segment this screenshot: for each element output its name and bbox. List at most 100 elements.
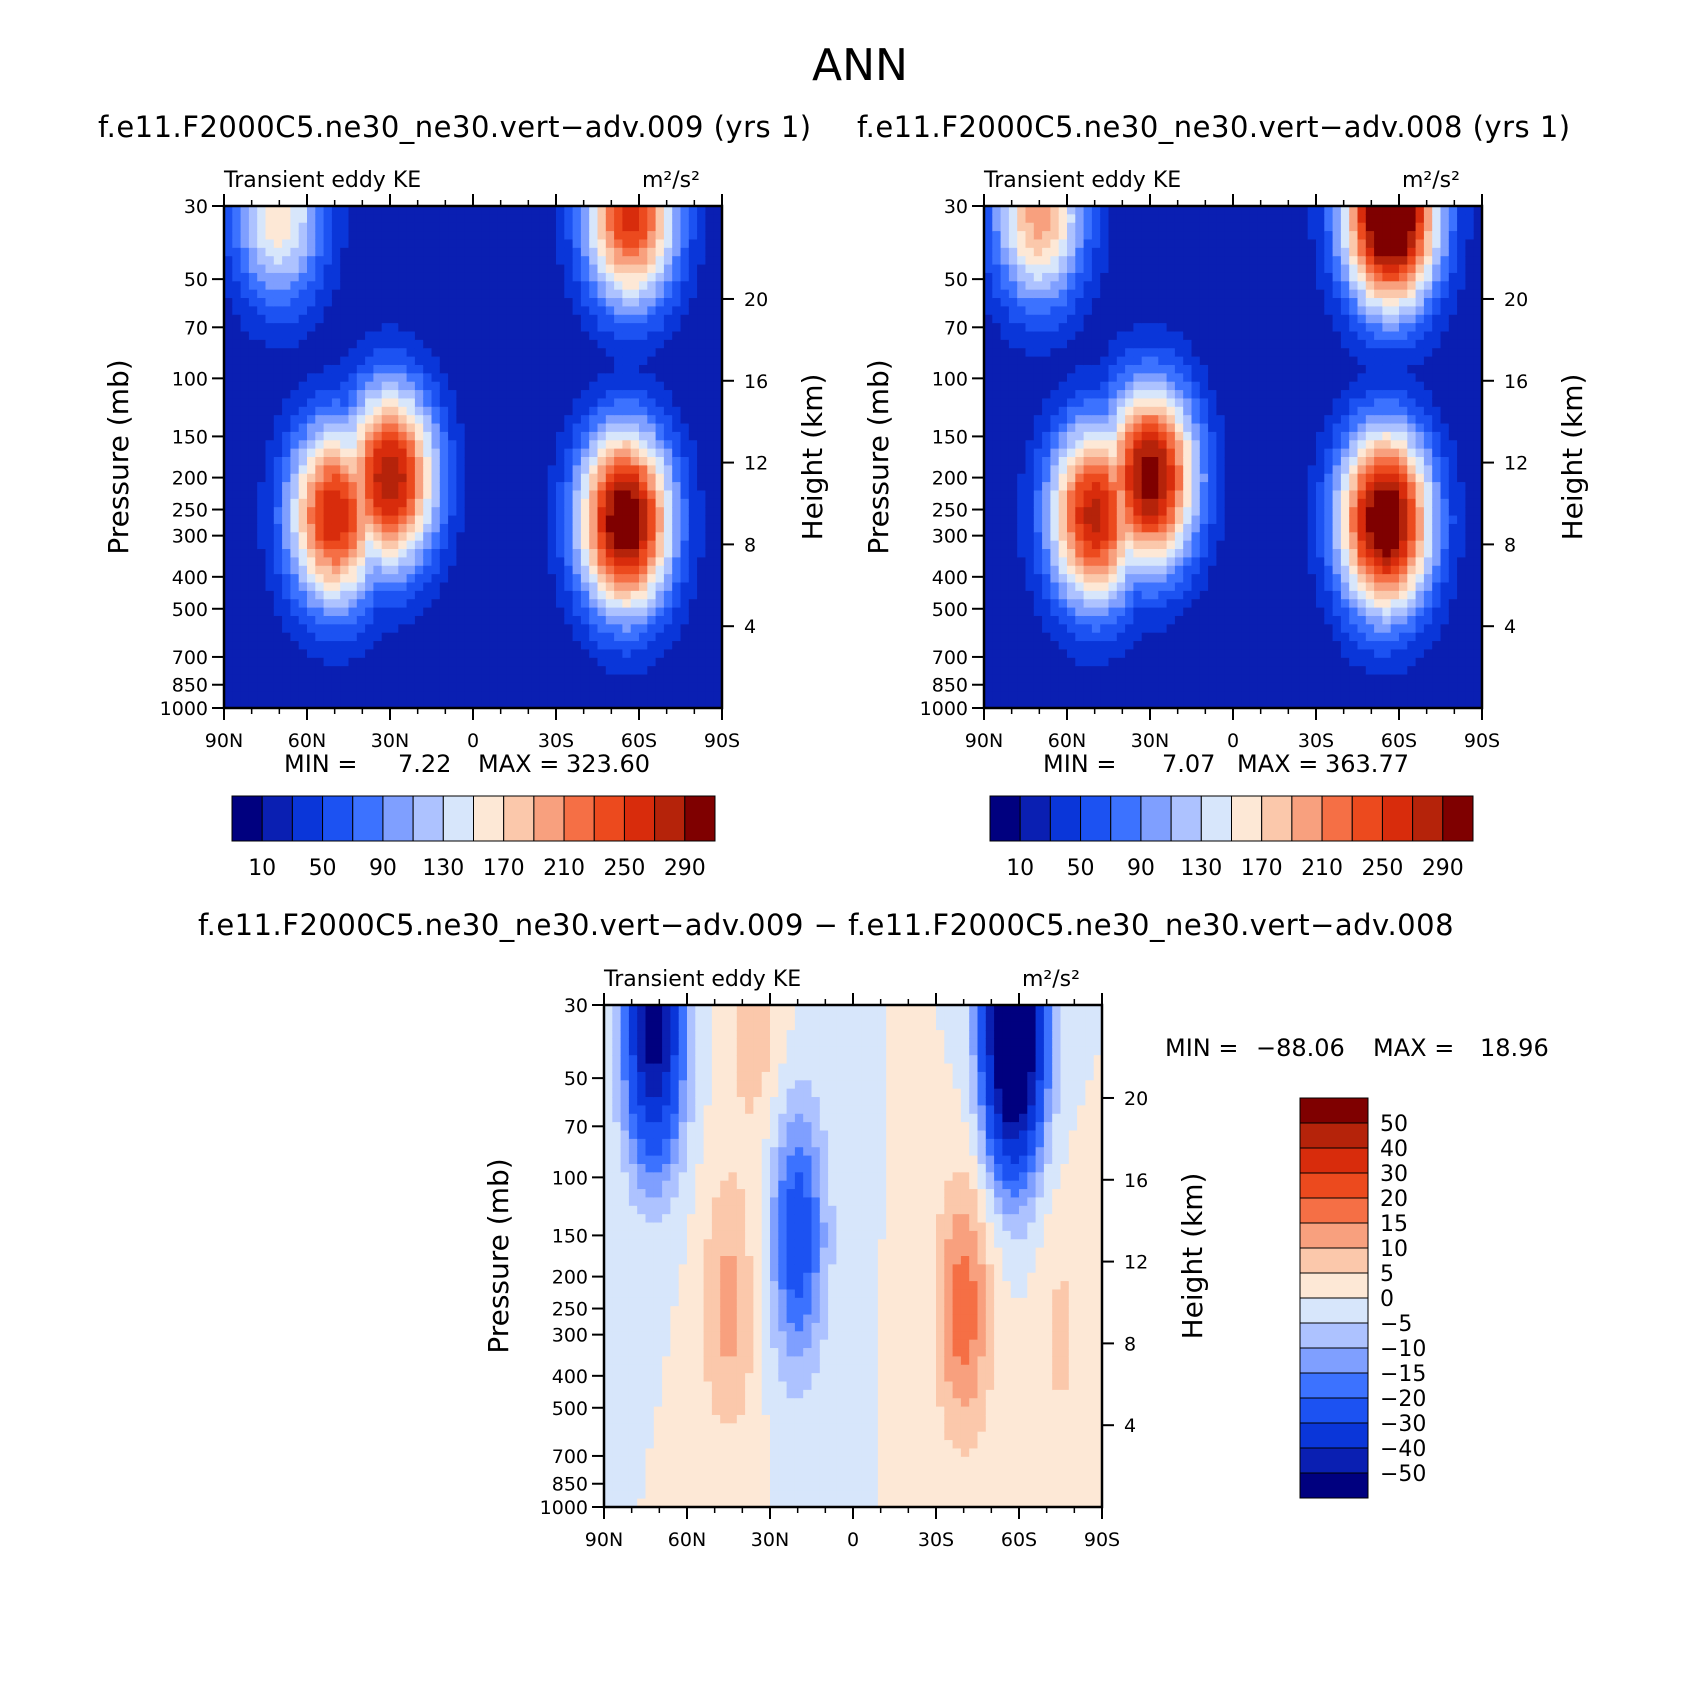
contour-cell [448, 624, 457, 634]
contour-cell [614, 390, 623, 400]
contour-cell [497, 515, 507, 525]
contour-cell [448, 231, 457, 241]
contour-cell [572, 415, 582, 425]
contour-cell [240, 406, 250, 416]
contour-cell [1108, 557, 1118, 567]
contour-cell [647, 674, 657, 684]
contour-cell [481, 390, 491, 400]
contour-cell [992, 272, 1002, 282]
contour-cell [605, 314, 615, 324]
contour-cell [248, 507, 258, 517]
contour-cell [448, 348, 457, 358]
contour-cell [1083, 298, 1093, 307]
contour-cell [356, 590, 366, 600]
contour-cell [240, 498, 250, 508]
contour-cell [273, 599, 283, 609]
contour-cell [589, 532, 599, 542]
contour-cell [390, 348, 399, 358]
contour-cell [489, 540, 499, 550]
contour-cell [688, 373, 698, 383]
contour-cell [448, 582, 457, 592]
contour-cell [564, 423, 574, 433]
contour-cell [356, 222, 366, 232]
contour-cell [448, 339, 457, 349]
contour-cell [1008, 682, 1018, 692]
contour-cell [647, 256, 657, 266]
contour-cell [713, 448, 723, 458]
contour-cell [713, 339, 723, 349]
contour-cell [282, 247, 291, 257]
contour-cell [697, 574, 706, 584]
contour-cell [423, 540, 433, 550]
contour-cell [282, 590, 291, 600]
contour-cell [497, 214, 507, 224]
contour-cell [1100, 490, 1110, 500]
contour-cell [1000, 574, 1010, 584]
contour-cell [589, 457, 599, 466]
contour-cell [315, 364, 325, 374]
contour-cell [1058, 682, 1068, 692]
contour-cell [273, 415, 283, 425]
contour-cell [992, 674, 1002, 684]
contour-cell [423, 331, 433, 341]
contour-cell [1067, 523, 1076, 533]
contour-cell [589, 431, 599, 441]
contour-cell [713, 440, 723, 450]
contour-cell [298, 448, 308, 458]
contour-cell [381, 607, 391, 617]
contour-cell [356, 398, 366, 408]
contour-cell [298, 540, 308, 550]
contour-cell [423, 465, 433, 475]
contour-cell [672, 247, 682, 257]
contour-cell [265, 440, 275, 450]
contour-cell [290, 523, 300, 533]
contour-cell [390, 699, 399, 709]
contour-cell [390, 649, 399, 659]
contour-cell [1058, 306, 1068, 316]
contour-cell [464, 431, 474, 441]
contour-cell [423, 423, 433, 433]
contour-cell [992, 440, 1002, 450]
contour-cell [1125, 364, 1134, 374]
contour-cell [257, 615, 267, 625]
contour-cell [481, 356, 491, 366]
contour-cell [1042, 406, 1051, 416]
contour-cell [290, 607, 300, 617]
contour-cell [647, 590, 657, 600]
contour-cell [1083, 314, 1093, 324]
contour-cell [323, 498, 333, 508]
contour-cell [1042, 390, 1051, 400]
contour-cell [531, 582, 540, 592]
contour-cell [597, 272, 607, 282]
contour-cell [984, 222, 993, 232]
contour-cell [365, 540, 374, 550]
contour-cell [1108, 239, 1118, 249]
contour-cell [240, 415, 250, 425]
contour-cell [1100, 206, 1110, 215]
contour-cell [531, 507, 540, 517]
contour-cell [531, 214, 540, 224]
contour-cell [1125, 398, 1134, 408]
contour-cell [556, 515, 565, 525]
contour-cell [282, 306, 291, 316]
contour-cell [647, 298, 657, 307]
contour-cell [647, 390, 657, 400]
contour-cell [298, 406, 308, 416]
contour-cell [1008, 590, 1018, 600]
contour-cell [1058, 390, 1068, 400]
contour-cell [323, 666, 333, 676]
contour-cell [1133, 381, 1143, 391]
contour-cell [614, 356, 623, 366]
contour-cell [1091, 615, 1101, 625]
contour-cell [1033, 423, 1043, 433]
contour-cell [663, 289, 673, 299]
contour-cell [647, 348, 657, 358]
contour-cell [514, 482, 524, 492]
contour-cell [331, 231, 341, 241]
contour-cell [1008, 641, 1018, 651]
contour-cell [506, 482, 516, 492]
contour-cell [630, 222, 640, 232]
contour-cell [473, 381, 482, 391]
contour-cell [572, 473, 582, 483]
contour-cell [240, 590, 250, 600]
